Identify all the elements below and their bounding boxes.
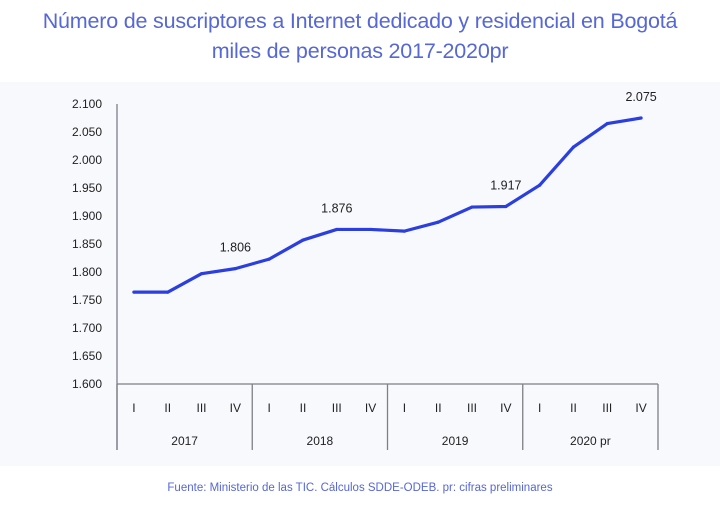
data-point	[504, 204, 508, 209]
y-tick-label: 1.600	[72, 377, 102, 391]
data-point	[436, 220, 440, 224]
x-tick-label-quarter: II	[164, 401, 171, 415]
y-axis: 1.600 1.650 1.700 1.750 1.800 1.850 1.900 1.950…	[72, 97, 118, 450]
chart-title-line2: miles de personas 2017-2020pr	[211, 39, 509, 63]
chart-title: Número de suscriptores a Internet dedica…	[0, 6, 720, 66]
x-group-label: 2018	[307, 434, 334, 448]
data-label: 1.917	[490, 178, 521, 192]
data-point	[335, 227, 339, 232]
data-point	[199, 272, 204, 276]
x-tick-label-quarter: I	[132, 401, 135, 415]
x-tick-label-quarter: I	[267, 401, 270, 415]
x-tick-label-quarter: II	[570, 401, 577, 415]
y-tick-label: 1.700	[72, 321, 102, 335]
series	[132, 116, 643, 294]
y-tick-label: 2.100	[72, 97, 102, 111]
data-point	[605, 122, 609, 126]
x-tick-label-quarter: III	[332, 401, 342, 415]
data-point	[402, 229, 407, 233]
x-group-label: 2019	[442, 434, 469, 448]
data-point	[639, 116, 643, 120]
data-point	[301, 238, 305, 242]
data-label: 2.075	[625, 90, 656, 104]
x-tick-label-quarter: IV	[365, 401, 376, 415]
y-tick-label: 1.750	[72, 293, 102, 307]
y-tick-label: 1.650	[72, 349, 102, 363]
x-tick-label-quarter: I	[403, 401, 406, 415]
data-point	[267, 257, 271, 261]
x-tick-label-quarter: II	[300, 401, 307, 415]
x-tick-label-quarter: IV	[230, 401, 241, 415]
y-tick-label: 1.900	[72, 209, 102, 223]
data-point	[470, 205, 474, 209]
chart-title-line1: Número de suscriptores a Internet dedica…	[42, 9, 678, 33]
x-tick-label-quarter: IV	[500, 401, 511, 415]
y-tick-label: 1.850	[72, 237, 102, 251]
data-point	[538, 183, 542, 187]
x-tick-label-quarter: II	[435, 401, 442, 415]
x-tick-label-quarter: III	[467, 401, 477, 415]
x-group-label: 2017	[171, 434, 198, 448]
data-point	[571, 145, 576, 149]
data-point	[166, 290, 170, 294]
y-tick-label: 2.000	[72, 153, 102, 167]
x-tick-label-quarter: III	[197, 401, 207, 415]
data-point	[368, 227, 373, 232]
data-labels: 1.806 1.876 1.917 2.075	[220, 90, 657, 255]
source-footnote: Fuente: Ministerio de las TIC. Cálculos …	[167, 482, 553, 494]
x-tick-label-quarter: I	[538, 401, 541, 415]
chart-panel	[0, 82, 720, 466]
y-tick-label: 2.050	[72, 125, 102, 139]
x-tick-label-quarter: III	[602, 401, 612, 415]
x-group-label: 2020 pr	[570, 434, 611, 448]
y-tick-label: 1.800	[72, 265, 102, 279]
series-line	[133, 116, 642, 294]
y-tick-label: 1.950	[72, 181, 102, 195]
data-label: 1.876	[321, 201, 352, 215]
data-label: 1.806	[220, 241, 251, 255]
x-tick-label-quarter: IV	[635, 401, 646, 415]
data-point	[132, 290, 136, 294]
data-point	[233, 267, 237, 271]
